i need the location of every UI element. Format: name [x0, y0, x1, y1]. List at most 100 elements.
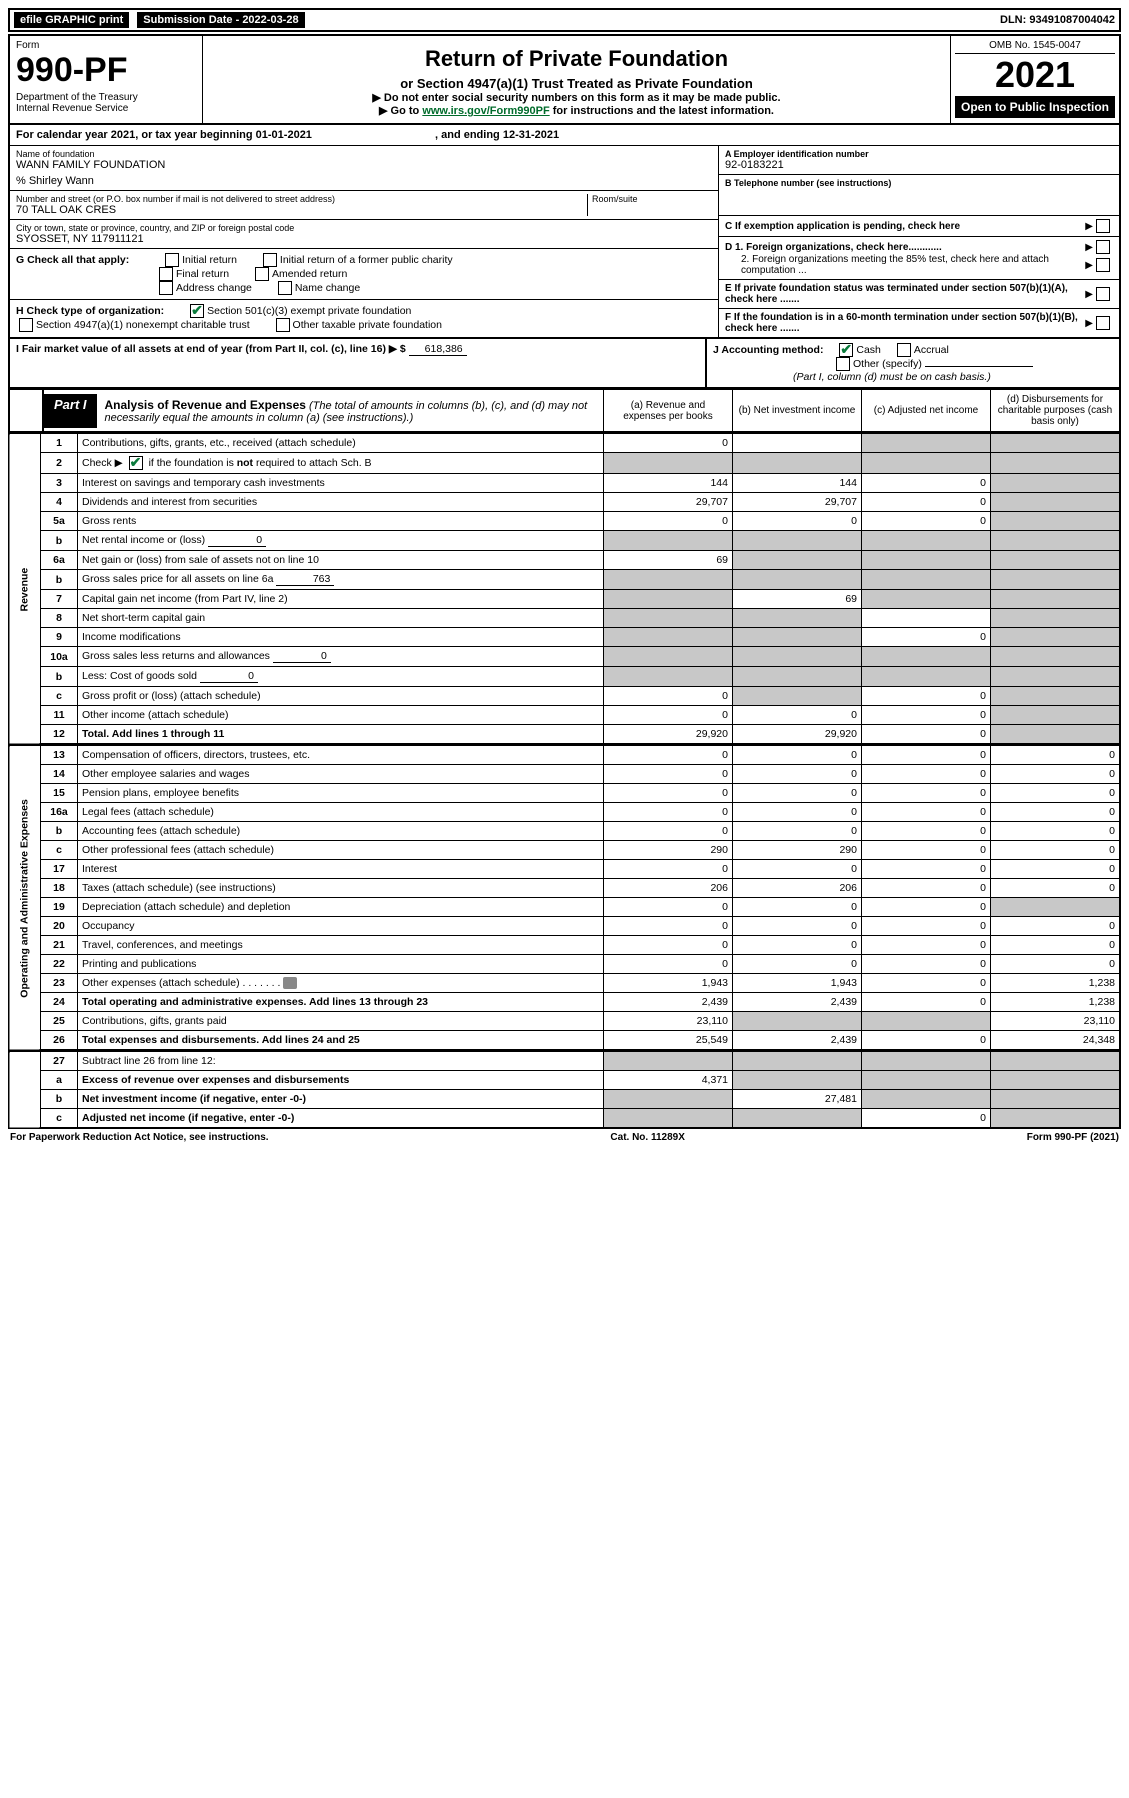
cell-a: [604, 590, 733, 609]
line-desc: Other expenses (attach schedule) . . . .…: [78, 974, 604, 993]
cell-a: [604, 1090, 733, 1109]
checkbox-amended[interactable]: [255, 267, 269, 281]
line-desc: Net rental income or (loss) 0: [78, 531, 604, 551]
table-row: bGross sales price for all assets on lin…: [9, 570, 1120, 590]
line-desc: Dividends and interest from securities: [78, 493, 604, 512]
cell-c: 0: [862, 1031, 991, 1051]
line-number: 23: [41, 974, 78, 993]
attachment-icon[interactable]: [283, 977, 297, 989]
checkbox-501c3[interactable]: [190, 304, 204, 318]
line-desc: Net investment income (if negative, ente…: [78, 1090, 604, 1109]
cell-b: 0: [733, 917, 862, 936]
expenses-table: Operating and Administrative Expenses13C…: [8, 745, 1121, 1051]
cell-d: [991, 531, 1121, 551]
cell-b: [733, 453, 862, 474]
cell-a: 0: [604, 512, 733, 531]
cell-d: 0: [991, 955, 1121, 974]
cell-c: 0: [862, 936, 991, 955]
checkbox-d2[interactable]: [1096, 258, 1110, 272]
cell-b: [733, 551, 862, 570]
table-row: 17Interest0000: [9, 860, 1120, 879]
page-footer: For Paperwork Reduction Act Notice, see …: [8, 1129, 1121, 1146]
cell-a: [604, 647, 733, 667]
cell-c: [862, 647, 991, 667]
cell-d: 0: [991, 784, 1121, 803]
tax-year: 2021: [955, 54, 1115, 96]
checkbox-accrual[interactable]: [897, 343, 911, 357]
city-state-zip: SYOSSET, NY 117911121: [16, 233, 712, 245]
checkbox-other-tax[interactable]: [276, 318, 290, 332]
inline-value: 0: [208, 534, 266, 547]
cell-b: [733, 434, 862, 453]
table-row: 8Net short-term capital gain: [9, 609, 1120, 628]
table-row: bNet investment income (if negative, ent…: [9, 1090, 1120, 1109]
checkbox-cash[interactable]: [839, 343, 853, 357]
table-row: 2Check ▶ if the foundation is not requir…: [9, 453, 1120, 474]
calyear-begin: 01-01-2021: [256, 129, 312, 141]
cell-b: 0: [733, 746, 862, 765]
col-d-head: (d) Disbursements for charitable purpose…: [991, 390, 1121, 433]
ij-block: I Fair market value of all assets at end…: [8, 339, 1121, 389]
checkbox-address[interactable]: [159, 281, 173, 295]
col-b-head: (b) Net investment income: [733, 390, 862, 433]
section-label: [9, 1052, 41, 1129]
checkbox-initial-return[interactable]: [165, 253, 179, 267]
checkbox-namechg[interactable]: [278, 281, 292, 295]
instr-1: ▶ Do not enter social security numbers o…: [209, 91, 944, 104]
line-desc: Gross rents: [78, 512, 604, 531]
cell-a: [604, 531, 733, 551]
line-desc: Excess of revenue over expenses and disb…: [78, 1071, 604, 1090]
cell-c: 0: [862, 955, 991, 974]
arrow-icon: ▶: [1085, 289, 1093, 300]
cell-b: 2,439: [733, 993, 862, 1012]
checkbox-final[interactable]: [159, 267, 173, 281]
checkbox-f[interactable]: [1096, 316, 1110, 330]
street-address: 70 TALL OAK CRES: [16, 204, 587, 216]
cell-d: [991, 590, 1121, 609]
form-link[interactable]: www.irs.gov/Form990PF: [422, 105, 549, 117]
inline-value: 0: [200, 670, 258, 683]
cell-a: [604, 628, 733, 647]
arrow-icon: ▶: [1085, 260, 1093, 271]
table-row: bAccounting fees (attach schedule)0000: [9, 822, 1120, 841]
footer-mid: Cat. No. 11289X: [610, 1132, 684, 1143]
checkbox-e[interactable]: [1096, 287, 1110, 301]
line-desc: Total operating and administrative expen…: [78, 993, 604, 1012]
cell-a: 0: [604, 434, 733, 453]
line-desc: Total. Add lines 1 through 11: [78, 725, 604, 745]
checkbox-initial-former[interactable]: [263, 253, 277, 267]
line-desc: Travel, conferences, and meetings: [78, 936, 604, 955]
table-row: 14Other employee salaries and wages0000: [9, 765, 1120, 784]
line-number: 18: [41, 879, 78, 898]
cell-d: 0: [991, 860, 1121, 879]
line-desc: Net short-term capital gain: [78, 609, 604, 628]
line-number: b: [41, 822, 78, 841]
cell-a: 206: [604, 879, 733, 898]
cell-d: 0: [991, 841, 1121, 860]
table-row: Revenue1Contributions, gifts, grants, et…: [9, 434, 1120, 453]
city-label: City or town, state or province, country…: [16, 223, 712, 233]
checkbox-4947[interactable]: [19, 318, 33, 332]
cell-c: [862, 1090, 991, 1109]
calyear-pre: For calendar year 2021, or tax year begi…: [16, 129, 256, 141]
line-desc: Subtract line 26 from line 12:: [78, 1052, 604, 1071]
line-desc: Gross sales price for all assets on line…: [78, 570, 604, 590]
checkbox-other-method[interactable]: [836, 357, 850, 371]
checkbox-c[interactable]: [1096, 219, 1110, 233]
efile-label: efile GRAPHIC print: [14, 12, 129, 28]
opt-amended: Amended return: [272, 268, 347, 280]
cell-a: 2,439: [604, 993, 733, 1012]
table-row: 5aGross rents000: [9, 512, 1120, 531]
inline-value: 763: [276, 573, 334, 586]
col-c-head: (c) Adjusted net income: [862, 390, 991, 433]
checkbox-schb[interactable]: [129, 456, 143, 470]
other-method-input[interactable]: [925, 366, 1033, 367]
cell-b: 144: [733, 474, 862, 493]
line-number: 26: [41, 1031, 78, 1051]
checkbox-d1[interactable]: [1096, 240, 1110, 254]
cell-d: 0: [991, 746, 1121, 765]
cell-d: [991, 687, 1121, 706]
table-row: 21Travel, conferences, and meetings0000: [9, 936, 1120, 955]
line-desc: Printing and publications: [78, 955, 604, 974]
line-desc: Other income (attach schedule): [78, 706, 604, 725]
